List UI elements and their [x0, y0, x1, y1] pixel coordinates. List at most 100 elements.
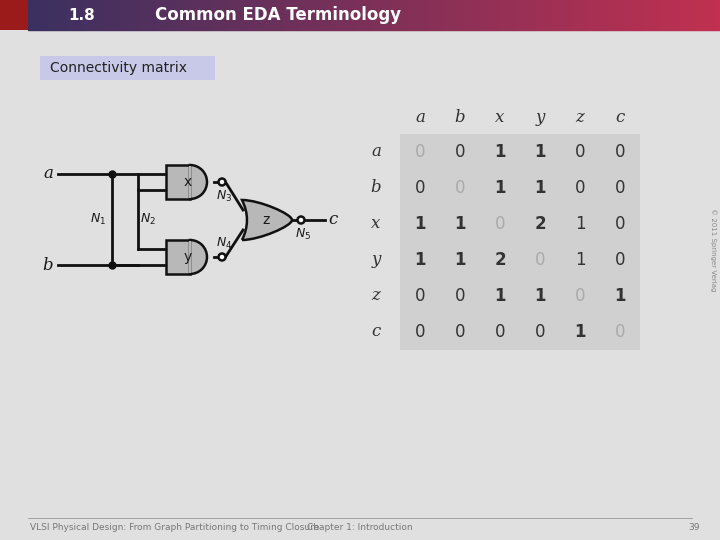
- Bar: [450, 0, 451, 30]
- Bar: [432, 0, 433, 30]
- Bar: [663, 0, 664, 30]
- Bar: [296, 0, 297, 30]
- Bar: [253, 0, 254, 30]
- Bar: [283, 0, 284, 30]
- Bar: [697, 0, 698, 30]
- Bar: [72, 0, 73, 30]
- Bar: [342, 0, 343, 30]
- Bar: [336, 0, 337, 30]
- Bar: [209, 0, 210, 30]
- Bar: [709, 0, 710, 30]
- Bar: [227, 0, 228, 30]
- Bar: [394, 0, 395, 30]
- Bar: [429, 0, 430, 30]
- Bar: [428, 0, 429, 30]
- Bar: [446, 0, 447, 30]
- Bar: [390, 0, 391, 30]
- Bar: [440, 0, 441, 30]
- Text: x: x: [184, 175, 192, 189]
- Bar: [179, 0, 180, 30]
- Bar: [551, 0, 552, 30]
- Bar: [617, 0, 618, 30]
- Bar: [163, 0, 164, 30]
- Bar: [206, 0, 207, 30]
- Bar: [363, 0, 364, 30]
- Bar: [171, 0, 172, 30]
- Bar: [483, 0, 484, 30]
- Bar: [310, 0, 311, 30]
- Bar: [413, 0, 414, 30]
- Bar: [56, 0, 57, 30]
- Bar: [558, 0, 559, 30]
- Bar: [466, 0, 467, 30]
- Bar: [83, 0, 84, 30]
- Bar: [202, 0, 203, 30]
- Bar: [411, 0, 412, 30]
- Text: 2: 2: [534, 215, 546, 233]
- Bar: [189, 241, 191, 273]
- Bar: [169, 0, 170, 30]
- Bar: [708, 0, 709, 30]
- Bar: [57, 0, 58, 30]
- Bar: [409, 0, 410, 30]
- Text: 0: 0: [615, 215, 625, 233]
- Bar: [372, 0, 373, 30]
- Bar: [187, 0, 188, 30]
- Bar: [400, 134, 640, 350]
- Bar: [288, 0, 289, 30]
- Bar: [515, 0, 516, 30]
- Bar: [343, 0, 344, 30]
- Bar: [170, 0, 171, 30]
- Bar: [122, 0, 123, 30]
- Text: 0: 0: [615, 179, 625, 197]
- Text: 0: 0: [455, 179, 465, 197]
- Bar: [414, 0, 415, 30]
- Bar: [93, 0, 94, 30]
- Bar: [304, 0, 305, 30]
- Bar: [570, 0, 571, 30]
- Bar: [278, 0, 279, 30]
- Text: y: y: [372, 252, 381, 268]
- Bar: [505, 0, 506, 30]
- Bar: [395, 0, 396, 30]
- Bar: [85, 0, 86, 30]
- Bar: [693, 0, 694, 30]
- Bar: [622, 0, 623, 30]
- Wedge shape: [190, 165, 207, 199]
- Bar: [214, 0, 215, 30]
- Bar: [665, 0, 666, 30]
- Bar: [156, 0, 157, 30]
- Bar: [287, 0, 288, 30]
- Text: b: b: [455, 110, 465, 126]
- Bar: [230, 0, 231, 30]
- Bar: [80, 0, 81, 30]
- Bar: [463, 0, 464, 30]
- Bar: [393, 0, 394, 30]
- Bar: [150, 0, 151, 30]
- Bar: [548, 0, 549, 30]
- Bar: [705, 0, 706, 30]
- Bar: [426, 0, 427, 30]
- Bar: [334, 0, 335, 30]
- Bar: [143, 0, 144, 30]
- Bar: [421, 0, 422, 30]
- Bar: [272, 0, 273, 30]
- Bar: [653, 0, 654, 30]
- Bar: [681, 0, 682, 30]
- Bar: [92, 0, 93, 30]
- Bar: [130, 0, 131, 30]
- Bar: [138, 0, 139, 30]
- Bar: [464, 0, 465, 30]
- Bar: [415, 0, 416, 30]
- Bar: [280, 0, 281, 30]
- Bar: [651, 0, 652, 30]
- Bar: [564, 0, 565, 30]
- Text: © 2011 Springer Verlag: © 2011 Springer Verlag: [710, 208, 716, 292]
- Bar: [308, 0, 309, 30]
- Bar: [180, 0, 181, 30]
- Bar: [340, 0, 341, 30]
- Bar: [659, 0, 660, 30]
- Bar: [587, 0, 588, 30]
- Bar: [159, 0, 160, 30]
- Bar: [216, 0, 217, 30]
